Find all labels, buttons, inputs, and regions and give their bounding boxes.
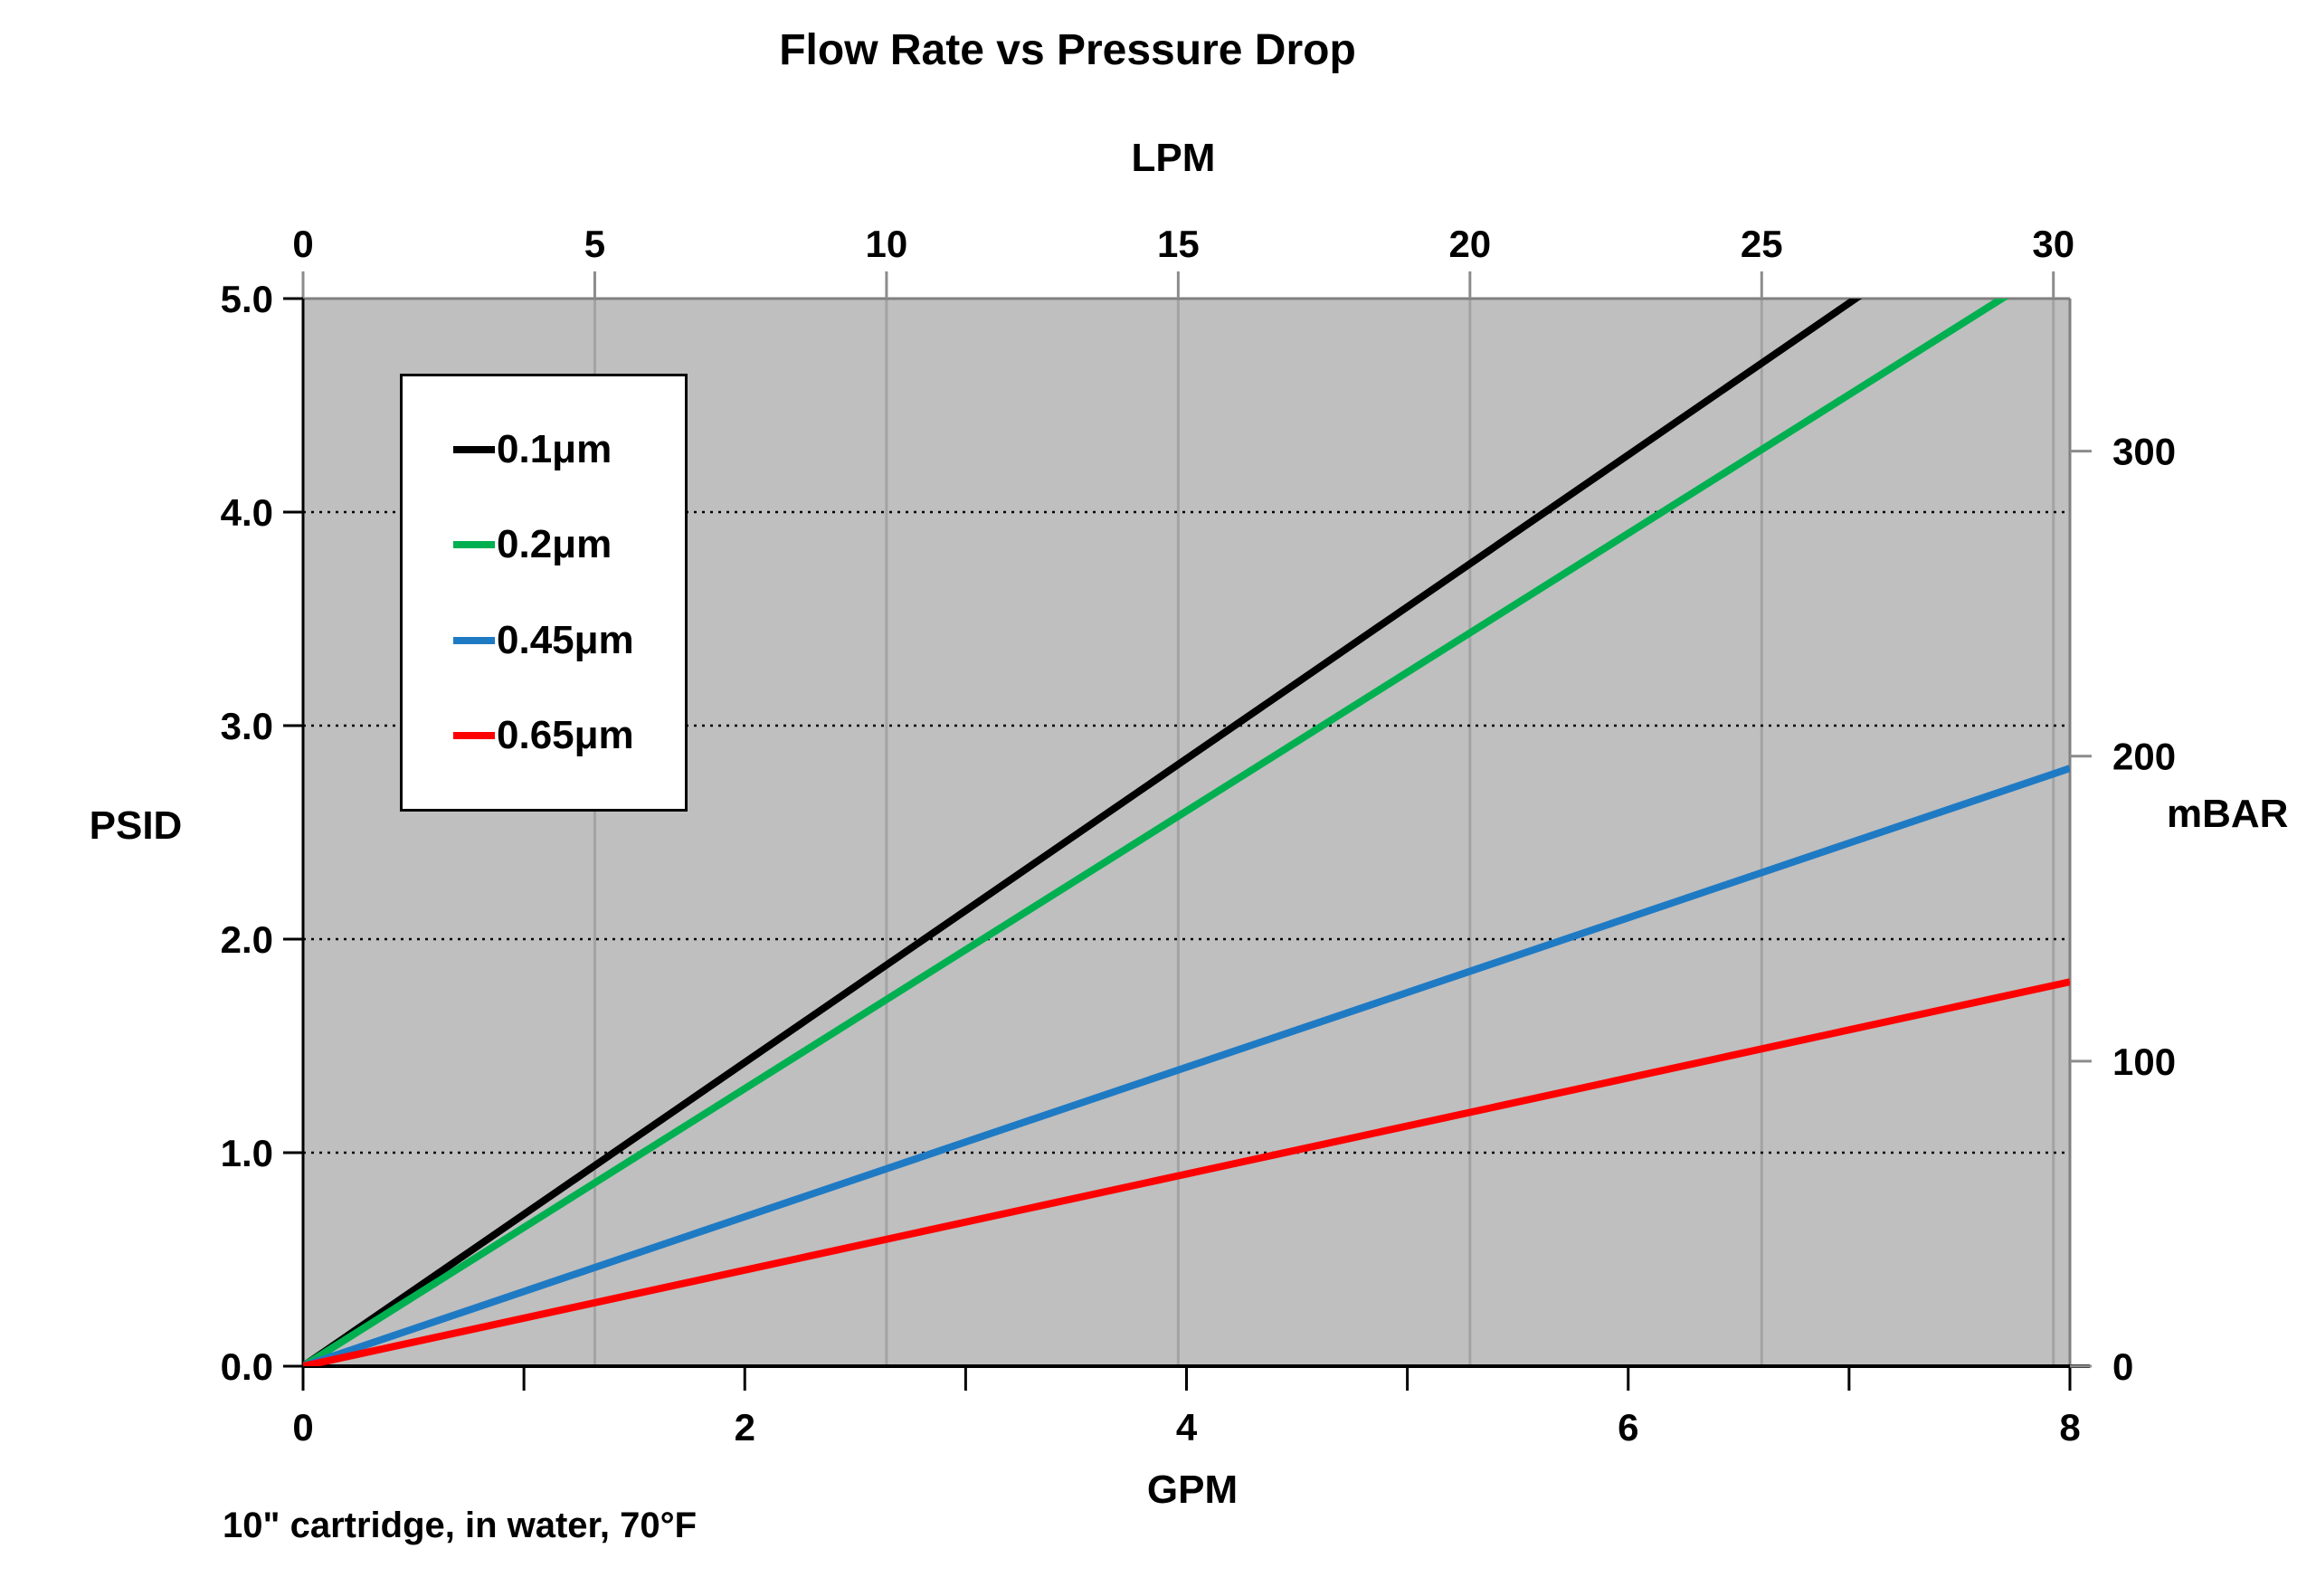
- legend-swatch-line: [453, 636, 495, 644]
- right-axis-tick-label: 100: [2112, 1040, 2176, 1083]
- legend-item: 0.45μm: [403, 618, 685, 663]
- left-axis-tick-label: 5.0: [221, 278, 273, 320]
- right-axis-tick-label: 300: [2112, 431, 2176, 473]
- left-axis-tick-label: 4.0: [221, 491, 273, 534]
- left-axis-tick-label: 0.0: [221, 1345, 273, 1388]
- series-line-0.1μm: [303, 299, 1863, 1366]
- legend-item: 0.1μm: [403, 427, 685, 472]
- legend-label: 0.2μm: [497, 522, 612, 567]
- bottom-axis-tick-label: 0: [292, 1406, 313, 1449]
- right-axis-tick-label: 0: [2112, 1345, 2133, 1388]
- left-axis-tick-label: 3.0: [221, 705, 273, 747]
- bottom-axis-tick-label: 2: [735, 1406, 755, 1449]
- top-axis-tick-label: 20: [1448, 223, 1491, 265]
- legend-item: 0.65μm: [403, 713, 685, 758]
- top-axis-tick-label: 10: [866, 223, 908, 265]
- left-axis-tick-label: 2.0: [221, 918, 273, 961]
- bottom-axis-title-gpm: GPM: [1146, 1468, 1239, 1512]
- legend-label: 0.45μm: [497, 617, 634, 662]
- legend-swatch-line: [453, 445, 495, 453]
- right-axis-title-mbar: mBAR: [2167, 792, 2289, 836]
- top-axis-title-lpm: LPM: [1131, 136, 1216, 180]
- top-axis-tick-label: 25: [1741, 223, 1783, 265]
- chart-footnote: 10" cartridge, in water, 70°F: [223, 1506, 698, 1545]
- legend-label: 0.65μm: [497, 713, 634, 758]
- bottom-axis-tick-label: 4: [1176, 1406, 1198, 1449]
- series-line-0.2μm: [303, 299, 2009, 1366]
- legend: 0.1μm 0.2μm 0.45μm 0.65μm: [400, 374, 688, 812]
- bottom-axis-tick-label: 6: [1618, 1406, 1638, 1449]
- top-axis-tick-label: 5: [584, 223, 605, 265]
- series-line-0.45μm: [303, 765, 2070, 1366]
- top-axis-tick-label: 0: [292, 223, 313, 265]
- top-axis-tick-label: 15: [1157, 223, 1200, 265]
- series-line-0.65μm: [303, 978, 2070, 1366]
- left-axis-title-psid: PSID: [89, 803, 183, 848]
- legend-swatch-line: [453, 541, 495, 549]
- left-axis-tick-label: 1.0: [221, 1132, 273, 1174]
- legend-item: 0.2μm: [403, 522, 685, 567]
- legend-label: 0.1μm: [497, 426, 612, 471]
- chart-title: Flow Rate vs Pressure Drop: [779, 26, 1356, 74]
- right-axis-tick-label: 200: [2112, 736, 2176, 778]
- bottom-axis-tick-label: 8: [2059, 1406, 2080, 1449]
- legend-swatch-line: [453, 732, 495, 740]
- top-axis-tick-label: 30: [2032, 223, 2074, 265]
